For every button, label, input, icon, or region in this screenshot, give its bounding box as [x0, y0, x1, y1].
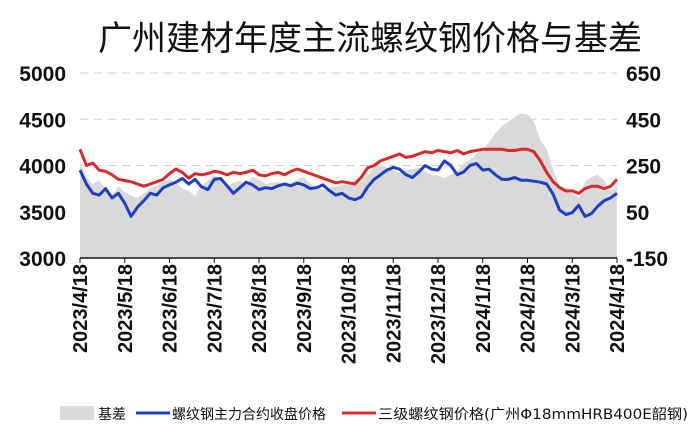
legend-label-rebar-futures: 螺纹钢主力合约收盘价格: [172, 406, 326, 423]
x-tick-label: 2023/11/18: [383, 264, 405, 363]
x-tick-label: 2023/4/18: [70, 264, 92, 353]
x-tick-label: 2023/8/18: [249, 264, 271, 353]
y-left-tick-label: 3500: [19, 202, 66, 225]
chart-title: 广州建材年度主流螺纹钢价格与基差: [98, 19, 642, 59]
x-tick-label: 2024/1/18: [473, 264, 495, 353]
x-tick-label: 2024/2/18: [518, 264, 540, 353]
y-right-tick-label: 50: [626, 202, 649, 225]
series-rebar-spot-line: [78, 147, 619, 195]
y-right-tick-label: 650: [626, 63, 661, 86]
price-lines-layer: [78, 147, 619, 218]
x-tick-label: 2024/3/18: [562, 264, 584, 353]
y-right-tick-label: 250: [626, 156, 661, 179]
x-tick-label: 2024/4/18: [607, 264, 629, 353]
axes: 3000 3500 4000 4500 5000 -150 50 250 450 650 2023/…: [19, 63, 668, 364]
y-left-tick-label: 3000: [19, 248, 66, 271]
legend: 基差 螺纹钢主力合约收盘价格 三级螺纹钢价格(广州Φ18mmHRB400E韶钢): [60, 406, 688, 423]
y-left-tick-label: 5000: [19, 63, 66, 86]
x-tick-label: 2023/5/18: [115, 264, 137, 353]
y-right-tick-label: 450: [626, 109, 661, 132]
y-left-tick-label: 4500: [19, 109, 66, 132]
x-tick-label: 2023/10/18: [339, 264, 361, 364]
x-tick-label: 2023/7/18: [204, 264, 226, 353]
legend-label-rebar-spot: 三级螺纹钢价格(广州Φ18mmHRB400E韶钢): [378, 407, 688, 423]
x-tick-label: 2023/12/18: [428, 264, 450, 364]
basis-area-layer: [80, 113, 617, 258]
series-rebar-futures-line: [78, 159, 618, 218]
legend-label-basis: 基差: [98, 406, 126, 423]
legend-swatch-basis: [60, 406, 94, 420]
y-right-tick-label: -150: [626, 248, 668, 271]
y-left-tick-label: 4000: [19, 156, 66, 179]
x-tick-label: 2023/6/18: [160, 264, 182, 353]
x-tick-label: 2023/9/18: [294, 264, 316, 353]
series-basis-area: [80, 113, 617, 258]
